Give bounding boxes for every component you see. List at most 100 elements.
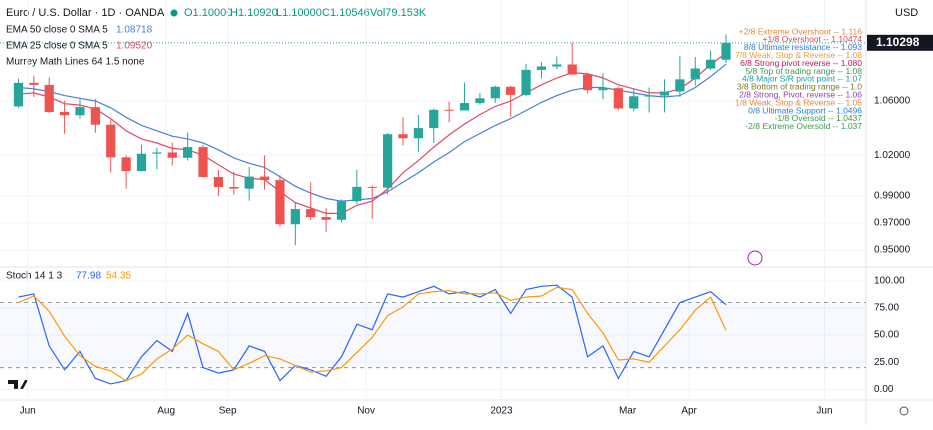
candle-body [259,176,270,181]
ohlc-open: O1.10000 [184,7,232,19]
candle-body [229,187,239,189]
x-tick-label: Aug [157,406,175,417]
market-status [170,9,178,17]
candle-body [675,79,685,92]
candle-body [429,109,439,129]
candle-body [106,124,116,158]
x-tick-label: Sep [219,406,237,417]
candle-body [152,152,162,154]
candle-body [444,109,454,111]
stoch-band [0,302,866,368]
x-tick-label: Mar [619,406,637,417]
candle-body [13,82,24,107]
legend-name: EMA 50 close 0 SMA 5 [6,25,108,36]
y-tick-label: 1.02000 [874,150,911,161]
candle-body [598,88,608,91]
murrey-label: 8/8 Ultimate resistance -- 1.093 [744,42,862,52]
candle-body [521,69,531,95]
candle-body [629,96,639,109]
candle-body [213,176,224,188]
x-tick-label: Jun [816,406,832,417]
candle-body [690,68,700,80]
candle-body [582,74,593,91]
candle-body [367,186,377,188]
candle-body [552,64,562,67]
candle-body [352,186,362,202]
candle-body [75,107,85,116]
y-tick-label: 25.00 [874,357,899,368]
symbol: Euro / U.S. Dollar · 1D · OANDA [6,7,165,19]
y-tick-label: 0.00 [874,384,894,395]
candle-body [59,111,70,116]
ohlc-close: C1.10546 [322,7,370,19]
murrey-label: +1/8 Overshoot -- 1.10474 [763,34,863,44]
murrey-label: 7/8 Weak, Stop & Reverse -- 1.08 [735,50,862,60]
candle-body [706,59,716,69]
event-icon[interactable] [747,250,763,266]
candle-body [121,157,131,172]
x-tick-label: Nov [357,406,375,417]
murrey-label: 4/8 Major S/R pivot point -- 1.07 [742,74,862,84]
stoch-value: 54.35 [106,271,131,282]
candle-body [290,209,300,225]
candle-body [136,153,147,172]
y-tick-label: 100.00 [874,275,905,286]
last-price-box [867,34,933,51]
murrey-label: 2/8 Strong, Pivot, reverse -- 1.06 [739,89,862,99]
candle-body [383,134,393,188]
line-series [18,286,727,382]
volume: Vol79.153K [370,7,427,19]
candle-body [244,176,254,189]
y-tick-label: 75.00 [874,303,899,314]
legend-name: Murrey Math Lines 64 1.5 none [6,57,145,68]
last-price-label: 1.10298 [876,35,920,49]
candle-body [459,103,470,111]
x-tick-label: Jun [20,406,36,417]
murrey-label: -1/8 Oversold -- 1.0437 [775,113,863,123]
x-tick-label: 2023 [490,406,513,417]
murrey-label: 3/8 Bottom of trading range -- 1.0 [737,82,862,92]
candle-body [44,84,54,112]
x-tick-label: Apr [681,406,697,417]
candle-body [321,217,331,220]
y-tick-label: 0.99000 [874,190,911,201]
murrey-label: -2/8 Extreme Oversold -- 1.037 [745,121,862,131]
y-tick-label: 50.00 [874,330,899,341]
candle-body [536,66,547,70]
candle-body [167,152,177,158]
line-series [18,284,727,385]
candle-body [398,134,408,139]
candle-body [567,64,577,75]
settings-icon[interactable] [899,406,909,416]
candle-body [613,88,623,109]
murrey-label: 1/8 Weak, Stop & Reverse -- 1.05 [735,97,862,107]
candle-body [659,91,670,96]
candle-body [644,95,654,97]
candle-body [198,147,208,177]
candle-body [721,42,731,60]
murrey-label: 5/8 Top of trading range -- 1.08 [745,66,862,76]
candle-body [29,82,39,85]
murrey-label: 6/8 Strong pivot reverse -- 1.080 [740,58,862,68]
ohlc-low: L1.10000 [276,7,322,19]
legend-name: EMA 25 close 0 SMA 5 [6,41,108,52]
currency[interactable]: USD [895,7,918,19]
candle-body [336,201,347,220]
candle-body [506,86,516,95]
y-tick-label: 1.06000 [874,96,911,107]
y-tick-label: 0.95000 [874,245,911,256]
stoch-title: Stoch 14 1 3 [6,271,63,282]
stoch-value: 77.98 [76,271,101,282]
tv-logo[interactable] [8,380,28,389]
candle-body [413,128,424,139]
murrey-label: +2/8 Extreme Overshoot -- 1.116 [739,26,863,36]
legend-value: 1.09520 [116,41,153,52]
candle-body [306,209,316,218]
legend-value: 1.08718 [116,25,153,36]
candle-body [475,98,485,104]
candle-body [183,147,193,158]
candle-body [490,86,500,99]
candle-body [90,107,100,125]
